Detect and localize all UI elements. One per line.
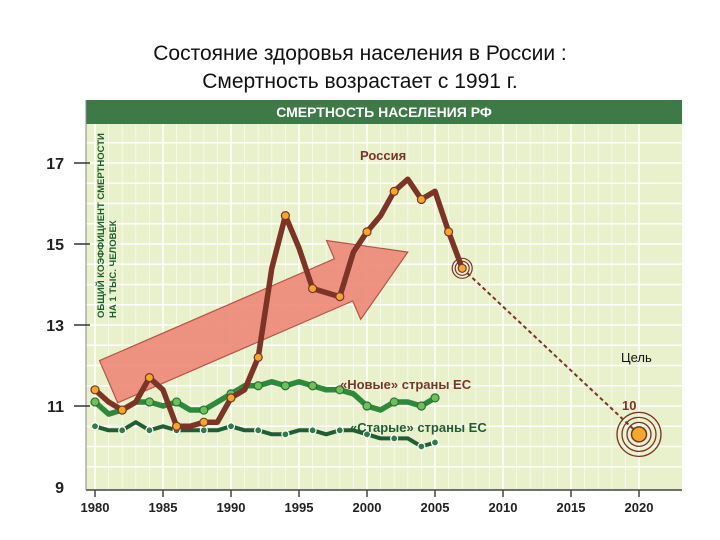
chart-title: СМЕРТНОСТЬ НАСЕЛЕНИЯ РФ bbox=[276, 104, 492, 120]
data-point-russia bbox=[308, 283, 318, 294]
target-value-label: 10 bbox=[622, 398, 636, 413]
slide-title-line-2: Смертность возрастает с 1991 г. bbox=[202, 70, 518, 93]
data-point-old-eu bbox=[226, 422, 236, 431]
data-point-new-eu bbox=[90, 397, 100, 407]
target-ring bbox=[621, 416, 657, 453]
trend-arrow-group bbox=[98, 239, 409, 404]
data-point-new-eu bbox=[362, 401, 372, 411]
data-point-russia bbox=[226, 393, 236, 403]
data-point-russia bbox=[335, 292, 345, 302]
data-point-russia bbox=[253, 352, 263, 362]
data-point-new-eu bbox=[389, 397, 399, 407]
y-tick-label: 15 bbox=[46, 237, 64, 254]
data-point-new-eu bbox=[308, 381, 318, 391]
data-point-old-eu bbox=[335, 426, 344, 435]
y-tick-label: 17 bbox=[46, 156, 64, 173]
end-point-ring bbox=[451, 257, 473, 279]
data-point-new-eu bbox=[416, 401, 426, 411]
data-point-old-eu bbox=[430, 438, 440, 447]
data-point-russia bbox=[416, 194, 426, 205]
data-point-russia bbox=[144, 373, 154, 383]
x-tick-label: 2010 bbox=[489, 500, 518, 515]
data-point-old-eu bbox=[417, 442, 426, 451]
data-point-old-eu bbox=[254, 426, 263, 435]
x-tick-label: 2005 bbox=[421, 500, 450, 515]
series-label-old-eu: «Старые» страны ЕС bbox=[350, 420, 487, 435]
target-label: Цель bbox=[621, 350, 652, 365]
data-point-old-eu bbox=[308, 426, 317, 435]
x-tick-label: 2020 bbox=[625, 500, 654, 515]
x-tick-label: 1990 bbox=[217, 500, 246, 515]
x-tick-label: 2015 bbox=[557, 500, 586, 515]
data-point-russia bbox=[362, 227, 372, 237]
end-point-ring bbox=[454, 260, 470, 276]
data-point-old-eu bbox=[118, 426, 127, 435]
projection-line bbox=[461, 267, 640, 436]
data-point-russia bbox=[90, 385, 100, 395]
data-point-old-eu bbox=[90, 422, 100, 431]
x-tick-label: 1980 bbox=[81, 500, 110, 515]
annotations: Россия «Новые» страны ЕС «Старые» страны Е… bbox=[340, 148, 662, 458]
data-point-new-eu bbox=[144, 397, 154, 407]
y-axis-title: ОБЩИЙ КОЭФФИЦИЕНТ СМЕРТНОСТИ НА 1 ТЫС. Ч… bbox=[95, 133, 119, 318]
data-point-old-eu bbox=[390, 434, 399, 443]
y-tick-label: 9 bbox=[55, 480, 64, 497]
slide-title-line-1: Состояние здоровья населения в России : bbox=[153, 42, 567, 65]
slide-title: Состояние здоровья населения в России : … bbox=[0, 40, 720, 96]
data-point-new-eu bbox=[280, 381, 290, 391]
y-tick-label: 11 bbox=[47, 399, 64, 416]
data-point-russia bbox=[389, 186, 399, 196]
target-ring bbox=[616, 411, 662, 458]
y-axis-title-line-2: НА 1 ТЫС. ЧЕЛОВЕК bbox=[108, 220, 119, 318]
x-tick-label: 1995 bbox=[285, 500, 314, 515]
data-point-old-eu bbox=[199, 426, 208, 435]
data-point-russia bbox=[280, 211, 290, 221]
data-point-old-eu bbox=[281, 430, 290, 439]
target-ring bbox=[626, 421, 652, 448]
data-point-russia bbox=[172, 421, 182, 431]
data-point-russia bbox=[117, 405, 127, 415]
target-point bbox=[630, 426, 648, 443]
y-tick-label: 13 bbox=[46, 318, 64, 335]
series-group bbox=[90, 176, 640, 451]
series-label-russia: Россия bbox=[360, 148, 406, 163]
trend-arrow bbox=[98, 239, 409, 404]
series-line-russia bbox=[92, 176, 465, 430]
series-label-new-eu: «Новые» страны ЕС bbox=[340, 377, 472, 392]
data-point-russia bbox=[199, 417, 209, 427]
axes: 9 11 13 15 17 1980 1985 1990 1995 2000 2005 2010 201… bbox=[46, 100, 682, 515]
data-point-old-eu bbox=[145, 426, 154, 435]
data-point-new-eu bbox=[335, 385, 345, 395]
y-axis-title-line-1: ОБЩИЙ КОЭФФИЦИЕНТ СМЕРТНОСТИ bbox=[95, 133, 107, 318]
data-point-new-eu bbox=[430, 393, 440, 403]
data-point-russia bbox=[444, 227, 454, 237]
x-tick-label: 1985 bbox=[149, 500, 178, 515]
chart-title-banner bbox=[86, 100, 682, 124]
data-point-new-eu bbox=[172, 397, 182, 407]
data-point-new-eu bbox=[199, 405, 209, 415]
data-point-russia bbox=[457, 263, 467, 273]
data-point-old-eu bbox=[362, 430, 372, 439]
x-tick-label: 2000 bbox=[353, 500, 382, 515]
data-point-new-eu bbox=[253, 381, 263, 391]
